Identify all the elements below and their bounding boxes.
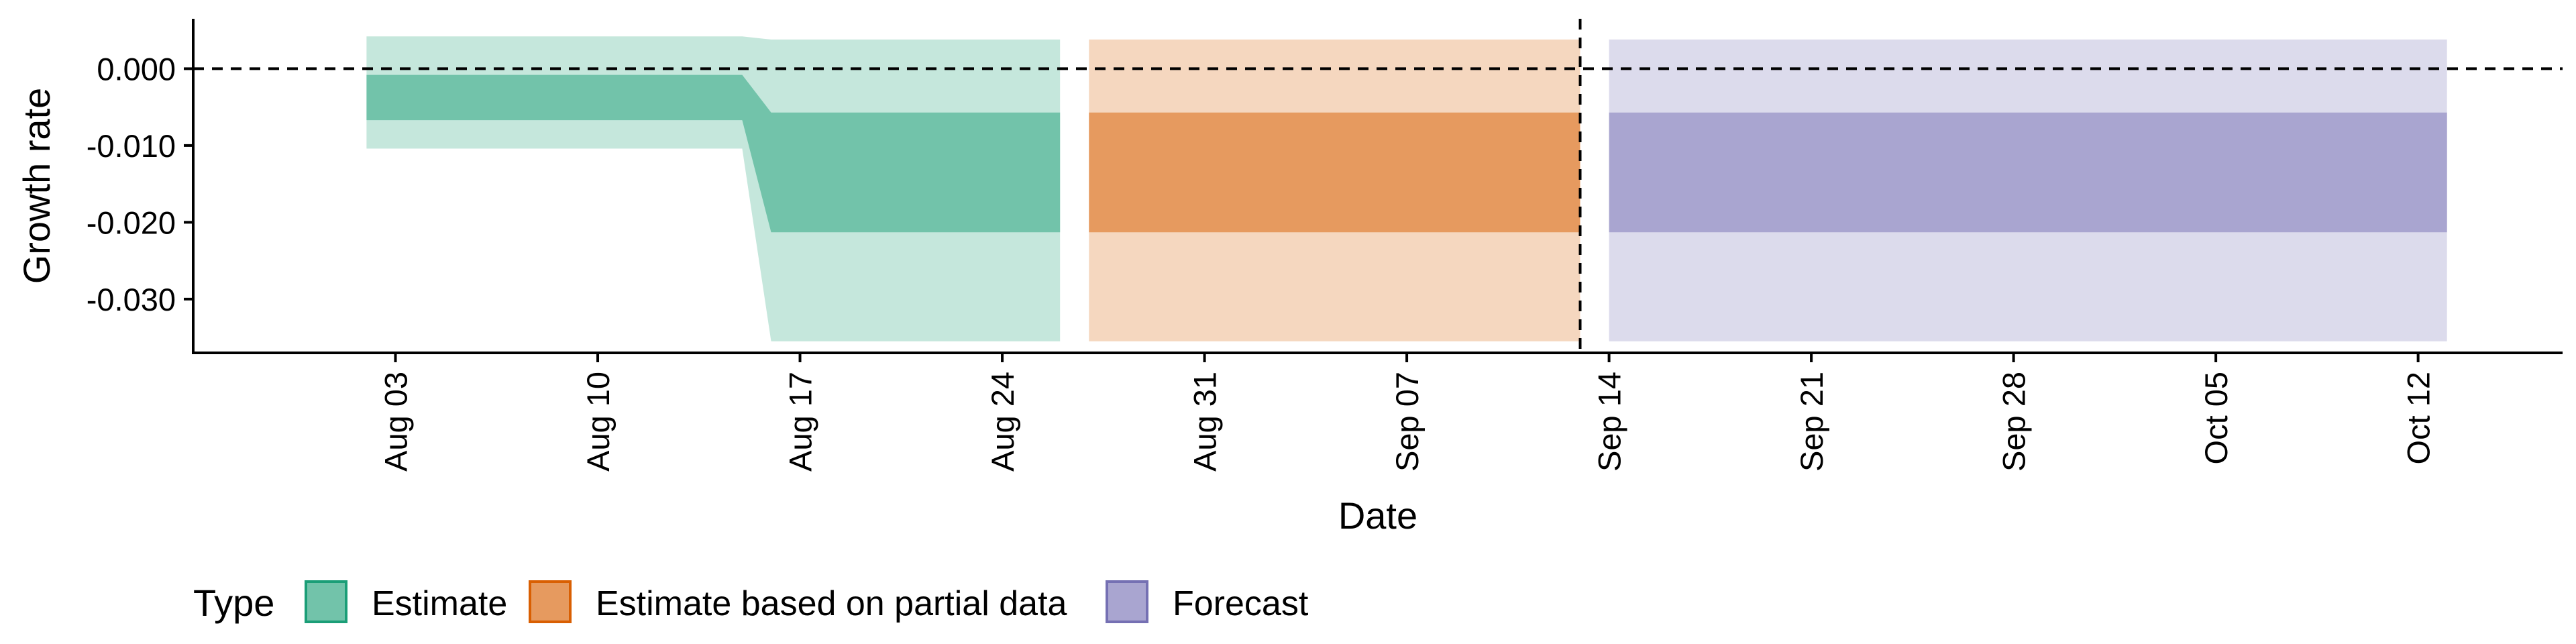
- axes-layer: 0.000 -0.010 -0.020 -0.030 Aug 03 Aug 10 Aug 1…: [15, 19, 2563, 537]
- reference-lines-layer: [193, 19, 2563, 353]
- legend-label-forecast: Forecast: [1173, 584, 1309, 623]
- x-tick-label: Aug 31: [1187, 372, 1223, 472]
- legend-key-estimate-based-on-partial-data: [529, 580, 572, 623]
- x-tick-label: Sep 14: [1592, 372, 1627, 472]
- x-axis-title: Date: [1338, 494, 1417, 537]
- x-tick-label: Sep 28: [1996, 372, 2032, 472]
- y-tick-label: 0.000: [97, 51, 176, 87]
- y-tick-label: -0.020: [87, 205, 176, 240]
- x-tick-label: Oct 05: [2198, 372, 2234, 464]
- legend: Type Estimate Estimate based on partial da…: [193, 580, 1309, 624]
- legend-label-estimate: Estimate: [372, 584, 507, 623]
- legend-label-estimate-based-on-partial-data: Estimate based on partial data: [596, 584, 1067, 623]
- legend-title: Type: [193, 582, 274, 624]
- estimate-based-on-partial-data-inner-interval-band: [1089, 112, 1580, 233]
- legend-key-estimate: [305, 580, 347, 623]
- legend-key-forecast: [1106, 580, 1148, 623]
- y-axis-title: Growth rate: [15, 88, 58, 284]
- x-tick-label: Oct 12: [2401, 372, 2436, 464]
- x-tick-label: Aug 03: [378, 372, 414, 472]
- estimate-inner-interval-band: [366, 74, 1061, 233]
- x-tick-label: Aug 24: [985, 372, 1020, 472]
- x-tick-label: Aug 17: [783, 372, 818, 472]
- y-tick-label: -0.010: [87, 128, 176, 164]
- x-tick-label: Sep 07: [1389, 372, 1425, 472]
- y-tick-label: -0.030: [87, 282, 176, 317]
- forecast-inner-interval-band: [1609, 112, 2447, 233]
- x-tick-label: Sep 21: [1794, 372, 1829, 472]
- ribbons-layer: [366, 36, 2447, 341]
- x-tick-label: Aug 10: [580, 372, 616, 472]
